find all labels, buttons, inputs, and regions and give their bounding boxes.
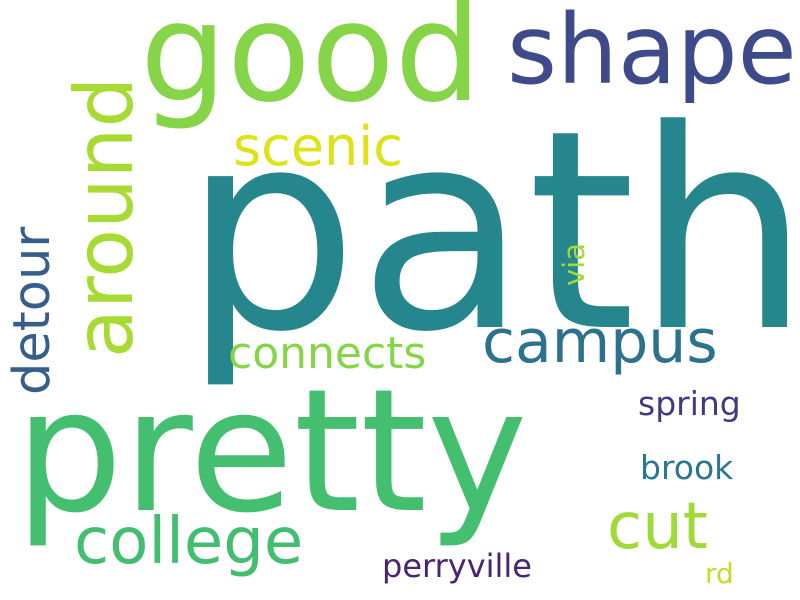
word-pretty: pretty xyxy=(15,353,528,551)
word-cut: cut xyxy=(607,490,708,564)
word-scenic: scenic xyxy=(233,115,403,178)
word-perryville: perryville xyxy=(382,547,532,585)
word-connects: connects xyxy=(228,328,427,379)
word-spring: spring xyxy=(638,384,741,423)
word-campus: campus xyxy=(482,307,718,377)
word-good: good xyxy=(140,0,482,133)
word-path: path xyxy=(183,72,800,393)
word-detour: detour xyxy=(3,226,62,395)
word-shape: shape xyxy=(507,0,797,106)
word-brook: brook xyxy=(640,448,734,487)
word-via: via xyxy=(557,243,591,286)
word-around: around xyxy=(58,76,151,358)
word-college: college xyxy=(74,505,304,579)
word-rd: rd xyxy=(705,557,734,590)
